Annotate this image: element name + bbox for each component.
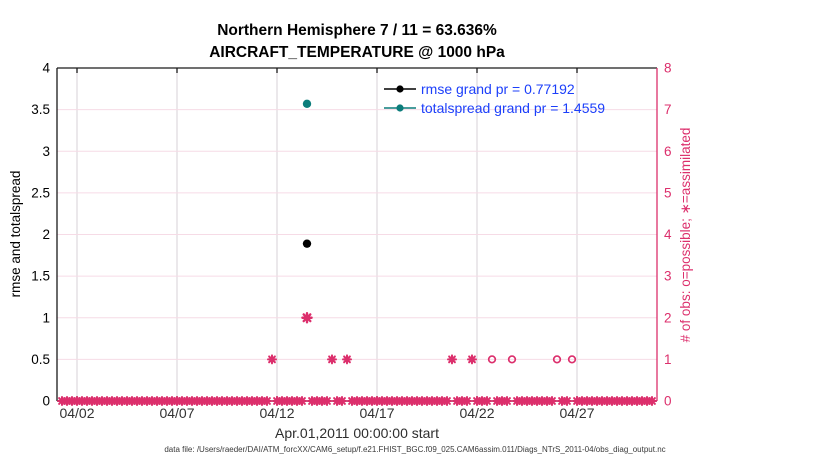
svg-text:04/12: 04/12 xyxy=(259,405,294,421)
svg-text:04/02: 04/02 xyxy=(59,405,94,421)
legend-entry-totalspread: totalspread grand pr = 1.4559 xyxy=(383,98,605,117)
svg-text:3: 3 xyxy=(664,269,672,284)
rmse-line-dot-icon xyxy=(384,84,416,93)
svg-text:5: 5 xyxy=(664,185,672,200)
legend-label-totalspread: totalspread grand pr = 1.4559 xyxy=(421,99,606,116)
totalspread-line-dot-icon xyxy=(384,103,416,112)
left-y-axis-label: rmse and totalspread xyxy=(8,170,23,298)
svg-text:2: 2 xyxy=(42,227,50,242)
svg-text:2.5: 2.5 xyxy=(31,185,50,200)
svg-text:3.5: 3.5 xyxy=(31,102,50,117)
legend-label-rmse: rmse grand pr = 0.77192 xyxy=(421,80,575,97)
svg-text:4: 4 xyxy=(42,61,50,76)
plot-title-variable: AIRCRAFT_TEMPERATURE @ 1000 hPa xyxy=(209,44,505,61)
svg-text:8: 8 xyxy=(664,61,672,76)
svg-text:3: 3 xyxy=(42,144,50,159)
svg-text:0: 0 xyxy=(664,394,672,409)
right-y-axis-label: # of obs: o=possible; ∗=assimilated xyxy=(678,127,693,343)
datafile-path: data file: /Users/raeder/DAI/ATM_forcXX/… xyxy=(164,445,666,454)
svg-text:1: 1 xyxy=(664,352,672,367)
svg-text:04/07: 04/07 xyxy=(159,405,194,421)
svg-text:1: 1 xyxy=(42,310,50,325)
svg-text:04/17: 04/17 xyxy=(359,405,394,421)
svg-text:6: 6 xyxy=(664,144,672,159)
svg-text:4: 4 xyxy=(664,227,672,242)
svg-text:1.5: 1.5 xyxy=(31,269,50,284)
x-axis-label: Apr.01,2011 00:00:00 start xyxy=(275,425,439,441)
svg-text:04/27: 04/27 xyxy=(559,405,594,421)
svg-text:0.5: 0.5 xyxy=(31,352,50,367)
plot-title-region: Northern Hemisphere 7 / 11 = 63.636% xyxy=(217,22,497,39)
svg-text:7: 7 xyxy=(664,102,672,117)
svg-text:2: 2 xyxy=(664,310,672,325)
legend-entry-rmse: rmse grand pr = 0.77192 xyxy=(383,79,605,98)
svg-text:04/22: 04/22 xyxy=(459,405,494,421)
svg-text:0: 0 xyxy=(42,394,50,409)
legend: rmse grand pr = 0.77192 totalspread gran… xyxy=(383,79,605,117)
